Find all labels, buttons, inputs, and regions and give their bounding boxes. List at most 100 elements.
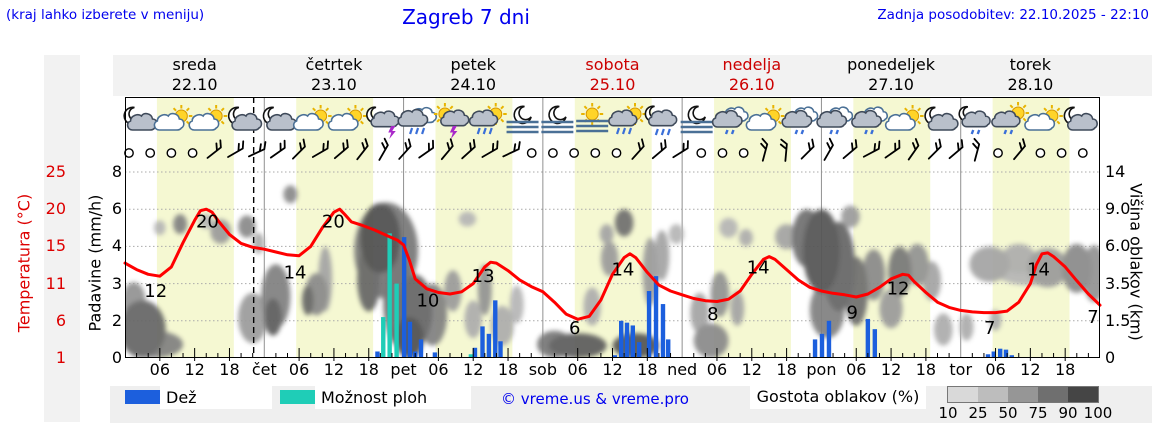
wind-barb-icon (227, 140, 245, 158)
rain-bar (666, 339, 671, 358)
cloud-blob (693, 323, 729, 358)
temperature-label: 12 (887, 279, 910, 300)
cloud-scale-segment (1008, 387, 1038, 402)
x-tick-label: 06 (846, 360, 867, 379)
rain-bar (375, 351, 380, 358)
moon-cloud-lightning-icon (366, 106, 400, 139)
sun-cloud-drizzle-icon (991, 102, 1030, 135)
rain-bar (865, 318, 871, 358)
wind-barb-icon (651, 139, 667, 160)
cloud-scale-segment (948, 387, 978, 402)
day-header-torek: torek 28.10 (1007, 55, 1053, 95)
rain-bar (498, 341, 503, 358)
wind-calm-icon (124, 148, 134, 158)
last-update-timestamp: Zadnja posodobitev: 22.10.2025 - 22:10 (877, 7, 1149, 23)
sun-cloud-icon (745, 105, 785, 131)
temperature-label: 13 (472, 266, 495, 287)
wind-calm-icon (993, 148, 1003, 158)
wind-calm-icon (611, 148, 622, 158)
wind-calm-icon (1035, 148, 1046, 158)
cloud-blob (154, 220, 166, 236)
cloud-blob (888, 246, 912, 297)
cloud-blob (1027, 247, 1069, 288)
temperature-line (123, 207, 1102, 321)
precipitation-layer (375, 233, 1014, 358)
rain-bar (630, 325, 636, 358)
day-header-sobota: sobota 25.10 (585, 55, 639, 95)
cloud-blob (1061, 243, 1092, 293)
cloud-blob (600, 241, 619, 277)
rain-bar (826, 320, 832, 358)
cloud-blob (444, 270, 462, 312)
wind-barb-icon (206, 139, 222, 159)
cloud-blob (654, 230, 670, 281)
cloud-density-legend-label: Gostota oblakov (%) (756, 387, 920, 406)
moon-cloud-icon (924, 106, 959, 131)
cloud-blob (283, 185, 298, 204)
cloud-density-legend-box: Gostota oblakov (%) (750, 385, 926, 409)
rain-legend-label: Dež (166, 388, 197, 407)
tick-label: 2 (111, 310, 122, 330)
rain-bar (1003, 349, 1009, 358)
wind-calm-icon (1056, 148, 1067, 158)
cloud-blob (879, 289, 903, 329)
x-tick-label: pon (806, 360, 837, 379)
shower-bar (387, 233, 392, 358)
x-tick-label: 06 (985, 360, 1006, 379)
rain-bar (418, 339, 424, 358)
rain-legend-box: Dež (160, 386, 272, 409)
cloud-drizzle-icon (781, 106, 819, 135)
page-title: Zagreb 7 dni (402, 5, 530, 29)
wind-calm-icon (738, 148, 749, 158)
wind-barb-icon (378, 137, 389, 161)
day-name: petek (450, 55, 496, 74)
location-hint: (kraj lahko izberete v meniju) (6, 7, 205, 23)
wind-barb-icon (418, 139, 435, 159)
sun-cloud-lightning-icon (433, 103, 470, 139)
rain-bar (985, 354, 991, 358)
wind-barb-icon (398, 138, 412, 160)
x-tick-label: 06 (567, 360, 588, 379)
day-date: 28.10 (1007, 75, 1054, 94)
moon-cloud-drizzle-icon (958, 105, 991, 135)
wind-barb-icon (800, 138, 815, 160)
wind-barb-icon (907, 138, 920, 161)
temperature-label: 9 (846, 302, 857, 323)
cloud-blob (739, 229, 753, 247)
shower-legend-label: Možnost ploh (321, 388, 428, 407)
cloud-blob (802, 209, 841, 293)
wind-calm-icon (590, 148, 601, 158)
wind-calm-icon (548, 148, 558, 158)
cloud-blob (1001, 243, 1037, 274)
wind-barb-icon (356, 138, 369, 161)
rain-bar (619, 320, 624, 358)
wind-barb-icon (948, 139, 964, 160)
cloud-drizzle-icon (816, 106, 854, 135)
wind-barb-icon (292, 138, 306, 160)
cloud-blob (599, 224, 614, 244)
copyright-link[interactable]: © vreme.us & vreme.pro (501, 390, 689, 408)
rain-legend-swatch (125, 390, 160, 404)
cloud-blob (458, 211, 477, 227)
tick-label: 0 (111, 348, 122, 367)
cloud-scale-number: 50 (998, 404, 1018, 422)
cloud-blob (464, 300, 482, 339)
x-tick-label: 12 (602, 360, 623, 379)
cloud-blob (302, 285, 314, 316)
temperature-label: 20 (196, 212, 219, 233)
day-date: 26.10 (728, 75, 775, 94)
rain-bar (486, 333, 492, 358)
tick-label: 8 (111, 162, 122, 181)
tick-label: 4 (111, 236, 122, 256)
tick-label: 15 (45, 236, 66, 256)
wind-barb-icon (672, 140, 689, 159)
cloud-blob (989, 309, 1002, 331)
wind-barb-icon (972, 137, 981, 162)
cloud-density-scale-bar (947, 386, 1099, 403)
sun-cloud-rain-icon (468, 103, 507, 135)
temperature-label: 7 (984, 318, 995, 339)
temperature-label: 14 (611, 260, 634, 281)
x-tick-label: 18 (497, 360, 519, 379)
wind-barb-icon (927, 138, 942, 160)
